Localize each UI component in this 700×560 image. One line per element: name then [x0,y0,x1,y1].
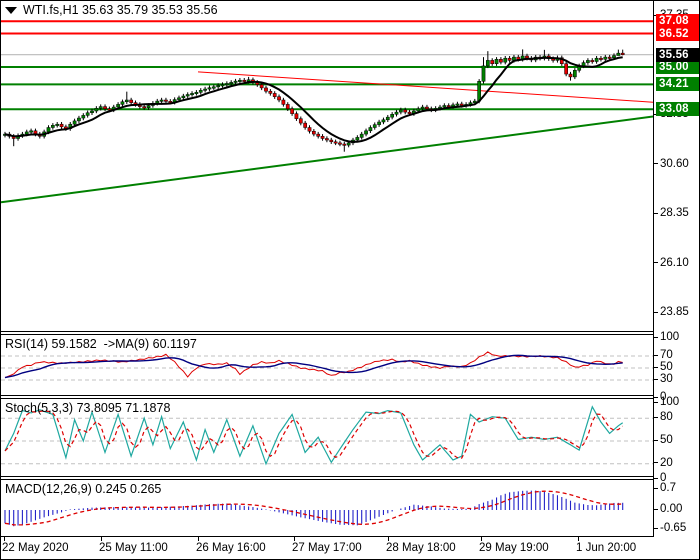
axis-tick [654,366,658,368]
axis-tick [654,477,658,479]
time-axis-label: 27 May 17:00 [292,542,362,554]
time-tick [101,537,102,541]
axis-tick [654,163,658,165]
axis-tick [654,462,658,464]
price-level-badge: 36.52 [656,26,699,41]
axis-value-label: 20 [660,456,673,469]
axis-value-label: 100 [660,396,680,408]
price-axis[interactable]: 37.3532.8530.6028.3526.1023.851007050300… [653,1,699,537]
axis-value-label: 28.35 [660,207,689,220]
axis-tick [654,396,658,398]
axis-value-label: 30 [660,373,673,385]
axis-tick [654,212,658,214]
time-axis-label: 22 May 2020 [2,542,69,554]
stochastic-label: Stoch(5,3,3) 73.8095 71.1878 [5,401,171,415]
time-axis-label: 29 May 19:00 [479,542,549,554]
rsi-indicator-panel[interactable]: RSI(14) 59.1582 ->MA(9) 60.1197 [1,334,653,396]
axis-value-label: 23.85 [660,306,689,319]
axis-value-label: 70 [660,349,673,361]
price-level-badge: 35.00 [656,60,699,74]
time-tick [481,537,482,541]
time-axis-label: 25 May 11:00 [99,542,168,554]
axis-tick [654,416,658,418]
axis-value-label: 50 [660,361,673,373]
time-axis-label: 28 May 18:00 [386,542,456,554]
axis-tick [654,439,658,441]
macd-indicator-panel[interactable]: MACD(12,26,9) 0.245 0.265 [1,479,653,537]
macd-chart-canvas[interactable] [1,480,653,537]
axis-value-label: 100 [660,331,680,343]
axis-value-label: 0.7 [660,482,676,495]
chart-title: WTI.fs,H1 35.63 35.79 35.53 35.56 [5,3,218,17]
stochastic-indicator-panel[interactable]: Stoch(5,3,3) 73.8095 71.1878 [1,398,653,477]
time-axis[interactable]: 22 May 2020 25 May 11:00 26 May 16:00 27 Ma… [1,537,699,559]
axis-value-label: -0.65 [660,522,687,535]
axis-tick [654,508,658,510]
rsi-label: RSI(14) 59.1582 ->MA(9) 60.1197 [5,337,197,351]
macd-label: MACD(12,26,9) 0.245 0.265 [5,482,162,496]
stochastic-chart-canvas[interactable] [1,399,653,477]
rsi-chart-canvas[interactable] [1,335,653,396]
axis-value-label: 50 [660,434,673,446]
axis-tick [654,487,658,489]
time-axis-label: 1 Jun 20:00 [576,542,637,554]
time-tick [578,537,579,541]
symbol-dropdown-icon[interactable] [5,7,17,14]
axis-value-label: 26.10 [660,256,689,269]
axis-tick [654,527,658,529]
main-price-panel[interactable]: WTI.fs,H1 35.63 35.79 35.53 35.56 [1,1,653,332]
axis-tick [654,336,658,338]
axis-tick [654,378,658,380]
axis-tick [654,262,658,264]
price-chart-canvas[interactable] [1,1,653,331]
price-level-badge: 34.21 [656,77,699,92]
axis-tick [654,311,658,313]
price-level-badge: 37.08 [656,14,699,29]
time-tick [388,537,389,541]
price-level-badge: 35.56 [656,47,699,62]
axis-value-label: 0.00 [660,503,683,515]
axis-tick [654,354,658,356]
axis-value-label: 80 [660,411,673,424]
axis-tick [654,401,658,403]
chart-title-text: WTI.fs,H1 35.63 35.79 35.53 35.56 [23,3,218,17]
price-level-badge: 33.08 [656,102,699,117]
time-tick [294,537,295,541]
axis-value-label: 0 [660,391,667,403]
time-tick [198,537,199,541]
time-axis-label: 26 May 16:00 [196,542,266,554]
axis-value-label: 0 [660,472,667,484]
time-tick [4,537,5,541]
axis-value-label: 30.60 [660,157,689,170]
